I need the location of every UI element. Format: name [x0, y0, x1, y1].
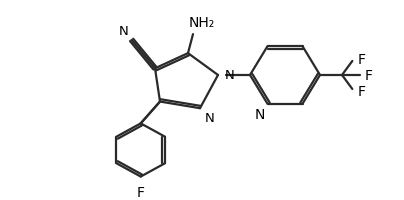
Text: N: N	[225, 69, 235, 82]
Text: NH₂: NH₂	[189, 16, 215, 30]
Text: F: F	[357, 53, 365, 67]
Text: F: F	[357, 84, 365, 98]
Text: N: N	[119, 25, 128, 38]
Text: N: N	[255, 107, 265, 121]
Text: N: N	[205, 111, 215, 124]
Text: F: F	[137, 185, 145, 199]
Text: F: F	[365, 69, 373, 83]
